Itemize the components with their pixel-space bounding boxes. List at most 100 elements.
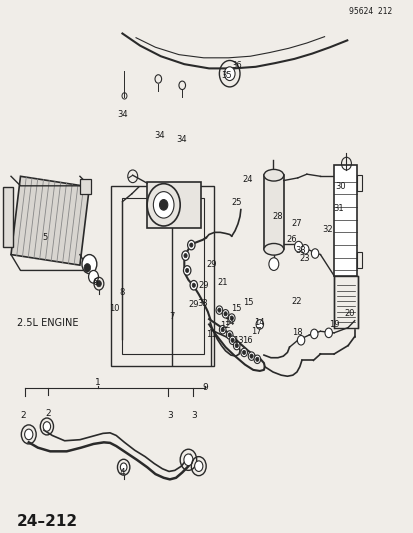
Circle shape bbox=[226, 331, 233, 339]
Circle shape bbox=[189, 243, 192, 247]
Text: 29: 29 bbox=[198, 281, 209, 290]
Circle shape bbox=[88, 270, 98, 283]
Text: 8: 8 bbox=[119, 288, 125, 297]
Text: 14: 14 bbox=[254, 318, 264, 327]
Text: 1: 1 bbox=[95, 378, 100, 387]
Circle shape bbox=[297, 335, 304, 345]
Circle shape bbox=[248, 352, 254, 360]
Circle shape bbox=[249, 354, 253, 358]
Circle shape bbox=[159, 199, 167, 210]
Text: 26: 26 bbox=[285, 235, 296, 244]
Text: 31: 31 bbox=[332, 204, 343, 213]
Circle shape bbox=[235, 343, 238, 348]
Text: 4: 4 bbox=[119, 468, 125, 477]
Circle shape bbox=[24, 429, 33, 440]
Text: 29: 29 bbox=[206, 260, 217, 269]
Text: 33: 33 bbox=[197, 298, 208, 308]
Text: 34: 34 bbox=[117, 110, 128, 119]
Text: 3: 3 bbox=[191, 411, 197, 421]
Bar bbox=[333, 276, 357, 328]
Text: 20: 20 bbox=[343, 309, 354, 318]
Text: 15: 15 bbox=[242, 298, 253, 306]
Circle shape bbox=[228, 314, 235, 322]
Text: 2.5L ENGINE: 2.5L ENGINE bbox=[17, 318, 78, 328]
Text: 28: 28 bbox=[272, 212, 282, 221]
Text: 9: 9 bbox=[202, 383, 207, 392]
Circle shape bbox=[254, 355, 260, 364]
Circle shape bbox=[194, 461, 202, 471]
Text: 21: 21 bbox=[217, 278, 228, 287]
Bar bbox=[80, 179, 91, 194]
Circle shape bbox=[185, 268, 188, 272]
Circle shape bbox=[256, 320, 263, 329]
Text: 19: 19 bbox=[328, 320, 339, 329]
Circle shape bbox=[324, 328, 332, 337]
Text: 34: 34 bbox=[154, 131, 164, 140]
Circle shape bbox=[301, 245, 308, 254]
Circle shape bbox=[43, 422, 50, 431]
Ellipse shape bbox=[263, 244, 283, 255]
Circle shape bbox=[216, 306, 222, 314]
Bar bbox=[111, 186, 213, 366]
Circle shape bbox=[233, 341, 240, 350]
Text: 7: 7 bbox=[169, 312, 174, 321]
Text: 25: 25 bbox=[231, 198, 241, 207]
Text: 14: 14 bbox=[224, 318, 234, 327]
Circle shape bbox=[192, 283, 195, 287]
Circle shape bbox=[183, 265, 190, 275]
Circle shape bbox=[181, 251, 189, 261]
Ellipse shape bbox=[263, 169, 283, 181]
Bar bbox=[333, 165, 356, 276]
Circle shape bbox=[268, 258, 278, 270]
Text: 29: 29 bbox=[188, 300, 199, 309]
Text: 3: 3 bbox=[166, 411, 172, 421]
Circle shape bbox=[190, 280, 197, 290]
Text: 34: 34 bbox=[176, 135, 186, 144]
Circle shape bbox=[294, 241, 302, 252]
Bar bbox=[263, 175, 283, 249]
Text: 22: 22 bbox=[291, 297, 301, 305]
Circle shape bbox=[96, 280, 101, 287]
Circle shape bbox=[228, 333, 231, 337]
Text: 2: 2 bbox=[21, 411, 26, 421]
Text: 5: 5 bbox=[43, 233, 48, 242]
Text: 36: 36 bbox=[231, 61, 242, 70]
Bar bbox=[147, 182, 200, 228]
Text: 13: 13 bbox=[232, 336, 243, 345]
Text: 24–212: 24–212 bbox=[17, 514, 78, 529]
Circle shape bbox=[183, 254, 187, 258]
Circle shape bbox=[219, 326, 225, 334]
Circle shape bbox=[217, 308, 221, 312]
Text: 95624  212: 95624 212 bbox=[349, 6, 392, 15]
Circle shape bbox=[242, 350, 245, 354]
Circle shape bbox=[310, 329, 317, 338]
Circle shape bbox=[230, 316, 233, 320]
Text: 6: 6 bbox=[92, 278, 97, 287]
Polygon shape bbox=[11, 176, 89, 265]
Text: 30: 30 bbox=[335, 182, 346, 191]
Text: 10: 10 bbox=[109, 304, 119, 313]
Bar bbox=[3, 188, 13, 247]
Circle shape bbox=[82, 255, 97, 273]
Text: 11: 11 bbox=[205, 330, 216, 340]
Text: 15: 15 bbox=[231, 304, 241, 313]
Circle shape bbox=[221, 328, 224, 332]
Text: 18: 18 bbox=[292, 328, 302, 337]
Circle shape bbox=[187, 240, 195, 250]
Bar bbox=[122, 198, 204, 354]
Circle shape bbox=[223, 312, 227, 316]
Text: 16: 16 bbox=[242, 336, 252, 345]
Circle shape bbox=[183, 454, 192, 466]
Circle shape bbox=[147, 184, 180, 226]
Circle shape bbox=[229, 336, 235, 344]
Text: 24: 24 bbox=[242, 175, 252, 184]
Circle shape bbox=[84, 264, 90, 272]
Text: 17: 17 bbox=[251, 327, 261, 336]
Circle shape bbox=[153, 192, 173, 218]
Circle shape bbox=[120, 463, 127, 471]
Circle shape bbox=[230, 338, 234, 342]
Text: 23: 23 bbox=[299, 254, 310, 263]
Circle shape bbox=[224, 67, 235, 80]
Circle shape bbox=[240, 348, 247, 357]
Text: 27: 27 bbox=[291, 220, 301, 229]
